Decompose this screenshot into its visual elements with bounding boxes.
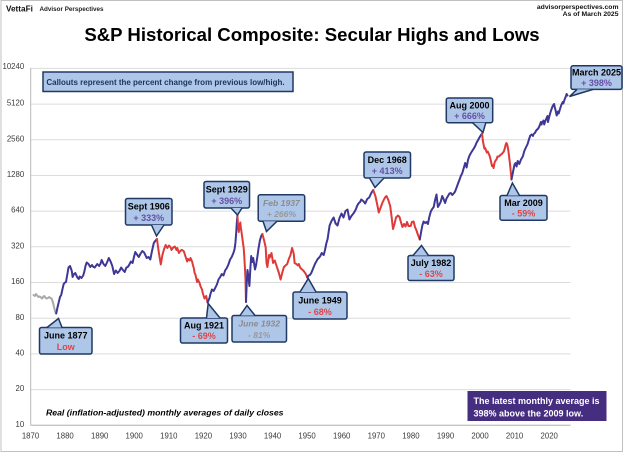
svg-text:Callouts represent the percent: Callouts represent the percent change fr…: [46, 78, 284, 87]
svg-text:Low: Low: [57, 342, 76, 352]
svg-text:1950: 1950: [298, 431, 316, 440]
svg-text:1970: 1970: [368, 431, 386, 440]
svg-text:1920: 1920: [195, 431, 213, 440]
svg-text:2020: 2020: [541, 431, 559, 440]
svg-text:Sept 1906: Sept 1906: [128, 202, 170, 212]
svg-text:320: 320: [11, 241, 25, 250]
svg-text:1990: 1990: [437, 431, 455, 440]
svg-text:10240: 10240: [3, 62, 25, 71]
svg-text:1910: 1910: [160, 431, 178, 440]
svg-text:398% above the 2009 low.: 398% above the 2009 low.: [474, 409, 584, 419]
svg-text:40: 40: [16, 349, 25, 358]
svg-text:1940: 1940: [264, 431, 282, 440]
svg-text:160: 160: [11, 277, 25, 286]
svg-text:July 1982: July 1982: [411, 258, 452, 268]
svg-text:1880: 1880: [56, 431, 74, 440]
svg-text:1280: 1280: [7, 170, 25, 179]
svg-text:Aug 1921: Aug 1921: [184, 321, 224, 331]
svg-text:+ 266%: + 266%: [267, 209, 297, 219]
svg-text:+ 398%: + 398%: [581, 78, 612, 88]
svg-text:640: 640: [11, 206, 25, 215]
svg-text:2560: 2560: [7, 134, 25, 143]
svg-text:- 68%: - 68%: [308, 307, 332, 317]
svg-text:1980: 1980: [402, 431, 420, 440]
svg-text:80: 80: [16, 313, 25, 322]
svg-text:June 1877: June 1877: [44, 331, 88, 341]
svg-text:As of March 2025: As of March 2025: [563, 11, 619, 18]
svg-text:2000: 2000: [471, 431, 489, 440]
svg-text:Feb 1937: Feb 1937: [263, 198, 301, 208]
svg-text:Advisor Perspectives: Advisor Perspectives: [40, 6, 105, 13]
svg-text:1930: 1930: [229, 431, 247, 440]
svg-text:1890: 1890: [91, 431, 109, 440]
svg-text:1960: 1960: [333, 431, 351, 440]
svg-text:+ 333%: + 333%: [133, 213, 164, 223]
svg-text:20: 20: [16, 384, 25, 393]
svg-text:- 69%: - 69%: [192, 331, 216, 341]
svg-text:5120: 5120: [7, 99, 25, 108]
svg-text:Dec 1968: Dec 1968: [368, 155, 407, 165]
svg-text:March 2025: March 2025: [572, 68, 621, 78]
svg-text:10: 10: [16, 420, 25, 429]
svg-text:Mar 2009: Mar 2009: [504, 198, 543, 208]
svg-text:S&P Historical Composite: Secu: S&P Historical Composite: Secular Highs …: [84, 24, 539, 45]
svg-text:- 81%: - 81%: [248, 330, 271, 340]
svg-text:Real (inflation-adjusted) mont: Real (inflation-adjusted) monthly averag…: [46, 408, 284, 418]
svg-text:- 63%: - 63%: [419, 269, 443, 279]
svg-text:+ 413%: + 413%: [372, 166, 403, 176]
svg-text:1900: 1900: [126, 431, 144, 440]
svg-text:The latest monthly average is: The latest monthly average is: [474, 396, 600, 406]
svg-text:2010: 2010: [506, 431, 524, 440]
svg-text:VettaFi: VettaFi: [6, 5, 33, 14]
svg-text:+ 396%: + 396%: [211, 196, 242, 206]
svg-text:Sept 1929: Sept 1929: [206, 185, 248, 195]
svg-text:1870: 1870: [22, 431, 40, 440]
svg-text:+ 666%: + 666%: [454, 111, 485, 121]
svg-text:advisorperspectives.com: advisorperspectives.com: [537, 4, 619, 11]
svg-text:- 59%: - 59%: [512, 209, 536, 219]
svg-text:June 1949: June 1949: [298, 295, 342, 305]
svg-text:Aug 2000: Aug 2000: [449, 100, 489, 110]
svg-text:June 1932: June 1932: [238, 319, 280, 329]
